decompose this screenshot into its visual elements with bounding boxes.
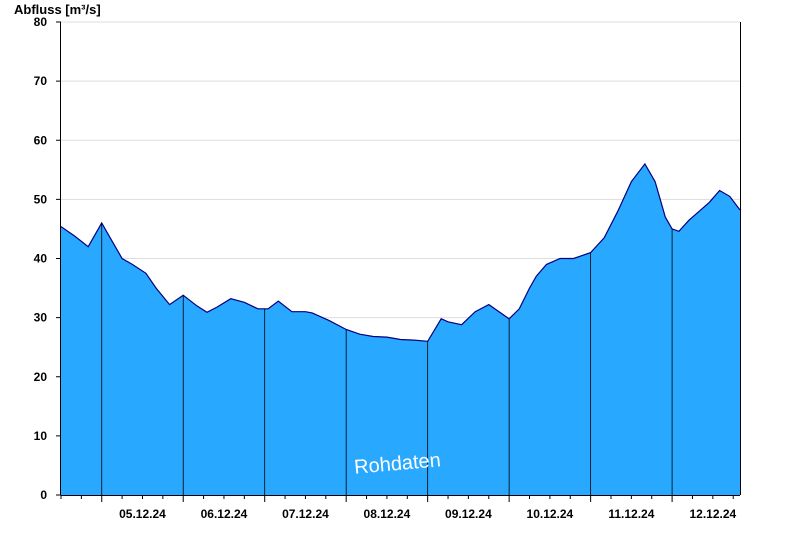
y-tick-label: 40 [34,252,48,266]
y-axis-label: Abfluss [m³/s] [14,2,101,17]
y-tick-label: 10 [34,429,48,443]
y-tick-label: 0 [40,488,47,502]
x-tick-label: 10.12.24 [527,507,574,521]
y-tick-label: 30 [34,311,48,325]
x-tick-label: 06.12.24 [201,507,248,521]
flow-area [60,162,741,495]
x-tick-label: 11.12.24 [608,507,654,521]
x-tick-label: 08.12.24 [364,507,411,521]
area-fill [61,163,740,495]
x-tick-label: 12.12.24 [689,507,736,521]
y-tick-label: 70 [34,74,48,88]
y-tick-label: 60 [34,133,48,147]
series-line [60,162,741,342]
y-tick-label: 80 [34,15,48,29]
x-tick-labels: 05.12.24 06.12.24 07.12.24 08.12.24 09.12.24… [60,495,737,521]
x-tick-label: 09.12.24 [445,507,492,521]
x-tick-label: 07.12.24 [282,507,329,521]
day-divider-lines [101,223,673,495]
y-tick-label: 20 [34,370,48,384]
y-tick-label: 50 [34,192,48,206]
x-tick-label: 05.12.24 [119,507,166,521]
y-tick-labels: 0 10 20 30 40 50 60 70 80 [34,15,61,502]
